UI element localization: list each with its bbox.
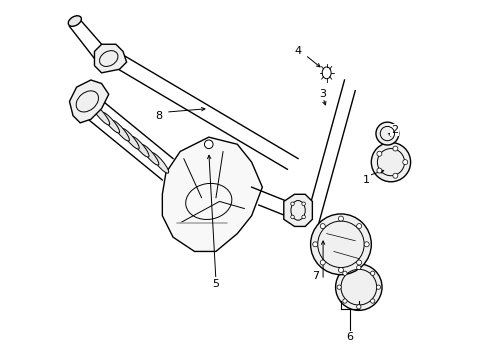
Ellipse shape <box>141 144 159 165</box>
Circle shape <box>370 299 374 303</box>
Text: 4: 4 <box>294 46 301 57</box>
Circle shape <box>402 159 407 165</box>
Circle shape <box>392 146 397 151</box>
Circle shape <box>392 173 397 178</box>
Circle shape <box>320 260 325 265</box>
Text: 6: 6 <box>346 332 353 342</box>
Circle shape <box>301 215 305 219</box>
Polygon shape <box>283 194 312 226</box>
Circle shape <box>356 305 360 309</box>
Polygon shape <box>69 80 108 123</box>
Circle shape <box>376 285 380 289</box>
Circle shape <box>290 215 294 219</box>
Circle shape <box>370 143 410 182</box>
Circle shape <box>204 140 213 149</box>
Ellipse shape <box>122 129 139 149</box>
Ellipse shape <box>102 112 119 133</box>
Ellipse shape <box>111 120 129 141</box>
Circle shape <box>338 216 343 221</box>
Circle shape <box>356 260 361 265</box>
Text: 2: 2 <box>390 125 397 135</box>
Ellipse shape <box>92 104 109 125</box>
Text: 3: 3 <box>319 89 326 99</box>
Polygon shape <box>162 137 262 251</box>
Circle shape <box>375 122 398 145</box>
Text: 7: 7 <box>312 271 319 282</box>
Circle shape <box>301 202 305 206</box>
Circle shape <box>338 267 343 273</box>
Polygon shape <box>94 44 126 73</box>
Circle shape <box>320 224 325 229</box>
Circle shape <box>310 214 370 275</box>
Circle shape <box>342 299 346 303</box>
Circle shape <box>356 224 361 229</box>
Ellipse shape <box>151 153 168 173</box>
Ellipse shape <box>131 136 149 157</box>
Circle shape <box>356 265 360 270</box>
Circle shape <box>336 285 341 289</box>
Circle shape <box>312 242 317 247</box>
Circle shape <box>376 168 381 173</box>
Text: 5: 5 <box>212 279 219 289</box>
Circle shape <box>364 242 368 247</box>
Circle shape <box>335 264 381 310</box>
Ellipse shape <box>68 16 81 26</box>
Circle shape <box>376 151 381 156</box>
Text: 8: 8 <box>155 111 162 121</box>
Circle shape <box>342 271 346 275</box>
Circle shape <box>370 271 374 275</box>
Circle shape <box>290 202 294 206</box>
Text: 1: 1 <box>362 175 369 185</box>
